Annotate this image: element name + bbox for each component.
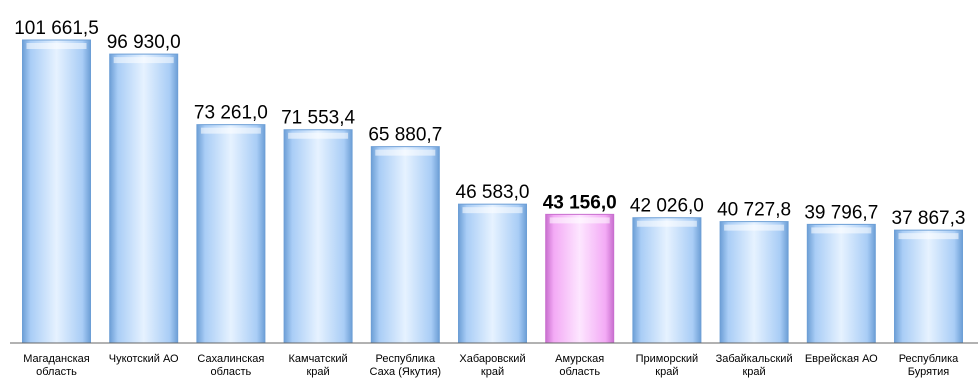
bar-bevel-6 xyxy=(462,207,523,214)
category-label-line: Республика xyxy=(376,353,436,365)
bar-6 xyxy=(458,203,527,344)
category-label-4: Камчатский край xyxy=(288,353,347,378)
value-label-2: 96 930,0 xyxy=(107,32,181,53)
category-label-line: Саха (Якутия) xyxy=(370,366,442,378)
category-label-line: область xyxy=(559,366,600,378)
bar-bevel-10 xyxy=(811,227,872,234)
category-label-8: Приморский край xyxy=(636,353,699,378)
value-label-3: 73 261,0 xyxy=(194,103,268,124)
category-label-line: Еврейская АО xyxy=(805,353,878,365)
category-label-7: Амурская область xyxy=(555,353,604,378)
category-label-9: Забайкальский край xyxy=(716,353,793,378)
category-label-line: край xyxy=(655,366,678,378)
category-label-2: Чукотский АО xyxy=(109,353,179,365)
category-label-line: Хабаровский xyxy=(459,353,525,365)
category-label-line: Камчатский xyxy=(288,353,347,365)
category-label-6: Хабаровский край xyxy=(459,353,525,378)
bar-11 xyxy=(894,229,963,344)
bar-5 xyxy=(370,146,440,344)
category-label-line: край xyxy=(306,366,329,378)
category-label-10: Еврейская АО xyxy=(805,353,878,365)
value-label-8: 42 026,0 xyxy=(630,196,704,217)
value-labels-group: 101 661,5 96 930,0 73 261,0 71 553,4 65 880,… xyxy=(14,18,965,229)
category-label-5: Республика Саха (Якутия) xyxy=(370,353,442,378)
bar-bevel-1 xyxy=(26,43,87,49)
category-label-line: область xyxy=(36,366,77,378)
bar-bevel-9 xyxy=(724,224,785,231)
value-label-4: 71 553,4 xyxy=(281,108,355,129)
category-label-line: Магаданская xyxy=(23,353,90,365)
category-label-line: Приморский xyxy=(636,353,699,365)
bar-4 xyxy=(283,129,353,344)
bar-bevel-3 xyxy=(200,127,261,134)
bar-8 xyxy=(632,217,702,344)
value-label-5: 65 880,7 xyxy=(368,125,442,146)
value-label-11: 37 867,3 xyxy=(892,208,966,229)
category-label-11: Республика Бурятия xyxy=(899,353,959,378)
bar-3 xyxy=(196,124,266,344)
value-label-10: 39 796,7 xyxy=(804,202,878,223)
category-label-3: Сахалинская область xyxy=(197,353,264,378)
bar-bevel-4 xyxy=(288,132,349,139)
category-label-line: Сахалинская xyxy=(197,353,264,365)
category-label-1: Магаданская область xyxy=(23,353,90,378)
bar-2 xyxy=(109,53,179,344)
bar-bevel-8 xyxy=(636,220,697,227)
category-label-line: край xyxy=(481,366,504,378)
bar-7 xyxy=(545,213,615,344)
bar-9 xyxy=(719,221,789,344)
category-label-line: Бурятия xyxy=(908,366,949,378)
bar-bevel-5 xyxy=(375,149,436,156)
value-label-9: 40 727,8 xyxy=(717,200,791,221)
category-label-line: область xyxy=(211,366,252,378)
bar-bevel-11 xyxy=(898,233,959,240)
value-label-7: 43 156,0 xyxy=(543,192,617,213)
bar-bevel-2 xyxy=(113,57,174,64)
bar-bevel-7 xyxy=(549,217,610,224)
category-label-line: Республика xyxy=(899,353,959,365)
category-label-line: Забайкальский xyxy=(716,353,793,365)
bar-10 xyxy=(806,223,876,344)
category-label-line: Чукотский АО xyxy=(109,353,179,365)
value-label-6: 46 583,0 xyxy=(456,182,530,203)
bar-1 xyxy=(22,39,91,344)
value-label-1: 101 661,5 xyxy=(14,18,99,39)
category-label-line: Амурская xyxy=(555,353,604,365)
category-label-line: край xyxy=(742,366,765,378)
